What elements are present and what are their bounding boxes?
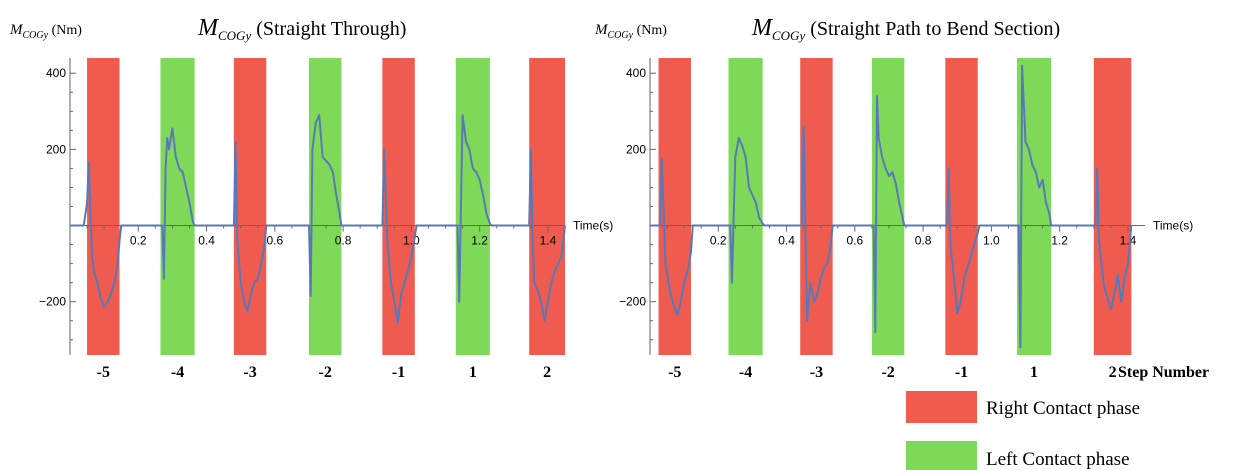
step-label: 2 xyxy=(1109,364,1117,381)
step-label: 1 xyxy=(469,364,477,381)
step-label: -2 xyxy=(319,364,332,381)
phase-band-left xyxy=(308,58,342,355)
step-label: -3 xyxy=(810,364,823,381)
phase-band-right xyxy=(87,58,120,355)
legend-left-swatch xyxy=(906,441,977,470)
y-tick-label: 200 xyxy=(626,142,646,156)
step-label: -4 xyxy=(739,364,752,381)
phase-band-right xyxy=(382,58,415,355)
step-label: -1 xyxy=(955,364,968,381)
phase-band-right xyxy=(945,58,978,355)
y-axis-label: MCOGy (Nm) xyxy=(594,22,667,41)
x-tick-label: 0.6 xyxy=(266,234,283,248)
phase-band-right xyxy=(1093,58,1132,355)
chart-straight-through: -5 -4 -3 -2 -1 1 2 400 200 −200 0.2 0.4 0.6 0.8 1.0 1.2… xyxy=(9,15,613,381)
x-tick-label: 0.8 xyxy=(335,234,352,248)
phase-band-left xyxy=(160,58,195,355)
x-tick-label: 0.8 xyxy=(915,234,932,248)
phase-band-right xyxy=(233,58,267,355)
chart-straight-path-to-bend: -5 -4 -3 -2 -1 1 2 400 200 −200 0.2 0.4 0.6 0.8 1.0 1.2… xyxy=(594,15,1193,381)
x-tick-label: 1.4 xyxy=(540,234,557,248)
legend: Right Contact phase Left Contact phase xyxy=(906,391,1140,470)
legend-left-label: Left Contact phase xyxy=(986,449,1130,470)
y-tick-label: 400 xyxy=(46,66,66,80)
step-label: -2 xyxy=(881,364,894,381)
y-tick-label: −200 xyxy=(39,295,66,309)
step-label: -5 xyxy=(97,364,110,381)
y-axis-label: MCOGy (Nm) xyxy=(9,22,82,41)
series-line xyxy=(650,64,1133,349)
chart-title: MCOGy (Straight Path to Bend Section) xyxy=(751,15,1060,43)
y-tick-label: 400 xyxy=(626,66,646,80)
x-tick-label: 0.4 xyxy=(198,234,215,248)
y-tick-label: 200 xyxy=(46,142,66,156)
x-tick-label: 0.4 xyxy=(778,234,795,248)
x-tick-label: 1.2 xyxy=(471,234,488,248)
y-tick-label: −200 xyxy=(619,295,646,309)
legend-right-swatch xyxy=(906,391,977,423)
x-tick-label: 0.2 xyxy=(710,234,727,248)
x-axis-label: Time(s) xyxy=(573,219,613,233)
step-label: -1 xyxy=(392,364,405,381)
x-tick-label: 1.0 xyxy=(983,234,1000,248)
x-tick-label: 1.4 xyxy=(1120,234,1137,248)
x-tick-label: 0.2 xyxy=(130,234,147,248)
chart-title: MCOGy (Straight Through) xyxy=(197,15,406,43)
step-label: 1 xyxy=(1030,364,1038,381)
step-label: 2 xyxy=(543,364,551,381)
step-label: -4 xyxy=(171,364,184,381)
x-tick-label: 1.0 xyxy=(403,234,420,248)
x-axis-label: Time(s) xyxy=(1153,219,1193,233)
step-label: -5 xyxy=(668,364,681,381)
step-number-label: Step Number xyxy=(1118,364,1209,381)
x-tick-label: 1.2 xyxy=(1051,234,1068,248)
step-label: -3 xyxy=(243,364,256,381)
series-line xyxy=(70,114,566,324)
x-tick-label: 0.6 xyxy=(846,234,863,248)
legend-right-label: Right Contact phase xyxy=(986,398,1140,419)
